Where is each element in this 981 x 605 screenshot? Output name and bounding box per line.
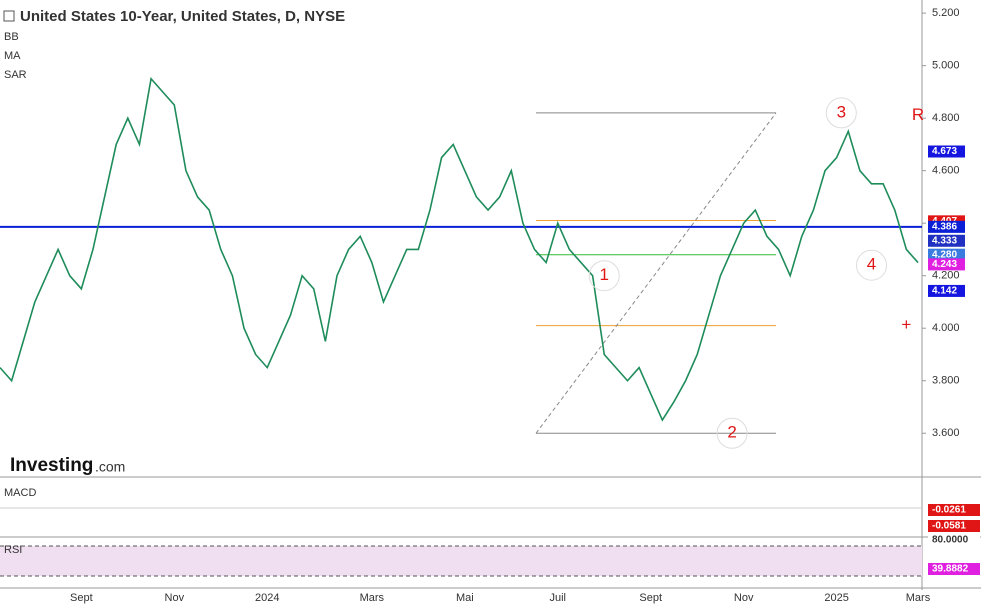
y-tick-label: 4.600 [932,165,960,177]
x-tick-label: 2024 [255,592,279,604]
x-tick-label: Juil [550,592,567,604]
price-tag-label: 4.386 [932,222,957,233]
price-tag-label: 4.673 [932,146,957,157]
x-tick-label: 2025 [824,592,848,604]
y-tick-label: 3.800 [932,375,960,387]
annotation-circle [856,249,888,281]
y-tick-label: 4.000 [932,322,960,334]
chart-title: United States 10-Year, United States, D,… [20,8,345,25]
x-tick-label: Mars [360,592,385,604]
logo: Investing [10,455,93,476]
macd-label: MACD [4,487,36,499]
y-tick-label: 3.600 [932,427,960,439]
logo-suffix: .com [95,459,125,475]
x-tick-label: Mai [456,592,474,604]
price-tag-label: 4.280 [932,249,957,260]
indicator-label: MA [4,50,21,62]
price-line [0,77,919,422]
price-tag [928,145,965,158]
x-tick-label: Sept [639,592,662,604]
macd-tag-label: -0.0581 [932,521,966,532]
annotation: 2 [727,423,736,442]
price-tag [928,220,965,233]
macd-tag [928,504,980,516]
rsi-band [0,546,922,576]
y-tick-label: 5.000 [932,60,960,72]
annotation: R [912,105,924,124]
x-tick-label: Sept [70,592,93,604]
y-tick-label: 5.200 [932,7,960,19]
rsi-label: RSI [4,544,22,556]
price-tag [928,234,965,247]
indicator-label: SAR [4,69,27,81]
annotation: 4 [867,255,876,274]
price-tag [928,258,965,271]
macd-tag-label: -0.0261 [932,505,966,516]
price-tag-label: 4.333 [932,235,957,246]
annotation: 1 [600,265,609,284]
x-tick-label: Nov [734,592,754,604]
rsi-tag-label: 80.0000 [932,535,969,546]
annotation: + [901,315,911,334]
indicator-label: BB [4,31,19,43]
annotation: 3 [837,102,846,121]
macd-tag [928,520,980,532]
price-tag [928,284,965,297]
rsi-tag [928,534,980,546]
y-tick-label: 4.800 [932,112,960,124]
trend-line [535,112,777,434]
rsi-tag [928,563,980,575]
price-tag-label: 4.142 [932,286,957,297]
x-tick-label: Mars [906,592,931,604]
annotation-circle [716,417,748,449]
price-tag [928,248,965,261]
annotation-circle [588,260,620,292]
collapse-icon[interactable] [3,10,15,22]
rsi-tag-label: 39.8882 [932,564,969,575]
y-tick-label: 4.200 [932,270,960,282]
price-tag-label: 4.243 [932,259,957,270]
x-tick-label: Nov [165,592,185,604]
annotation-circle [825,97,857,129]
